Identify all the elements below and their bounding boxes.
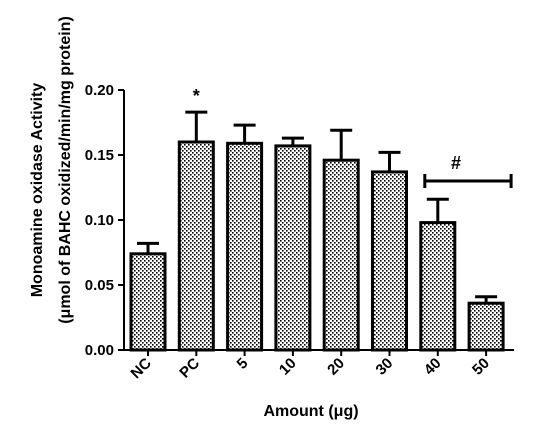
x-tick-label: 40 [421, 355, 445, 379]
y-tick-label: 0.05 [85, 277, 114, 294]
y-axis-title-line2: (μmol of BAHC oxidized/min/mg protein) [57, 16, 74, 324]
y-tick-label: 0.20 [85, 82, 114, 99]
bars-layer [129, 140, 505, 352]
x-tick-label: PC [176, 355, 203, 382]
y-tick-label: 0.00 [85, 342, 114, 359]
error-bars-layer [137, 110, 498, 304]
y-axis-title-line1: Monoamine oxidase Activity [29, 83, 46, 298]
x-tick-label: 10 [276, 355, 300, 379]
x-tick-label: 30 [373, 355, 397, 379]
bar-NC [129, 252, 167, 352]
bar-30 [371, 170, 408, 352]
bar-50 [467, 301, 505, 352]
x-ticks: NC PC 5 10 20 30 40 50 [127, 350, 493, 382]
bar-PC [177, 140, 215, 352]
bar-20 [322, 158, 360, 352]
y-ticks: 0.00 0.05 0.10 0.15 0.20 [85, 82, 124, 359]
y-tick-label: 0.15 [85, 147, 114, 164]
y-tick-label: 0.10 [85, 212, 114, 229]
bar-5 [226, 141, 264, 352]
x-tick-label: 50 [469, 355, 493, 379]
x-axis-title: Amount (μg) [263, 403, 358, 420]
bar-10 [274, 144, 312, 352]
x-tick-label: 5 [234, 355, 252, 373]
bar-40 [419, 221, 457, 352]
x-tick-label: 20 [324, 355, 348, 379]
significance-star: * [193, 86, 200, 106]
significance-hash: # [451, 153, 461, 173]
x-tick-label: NC [127, 355, 154, 382]
